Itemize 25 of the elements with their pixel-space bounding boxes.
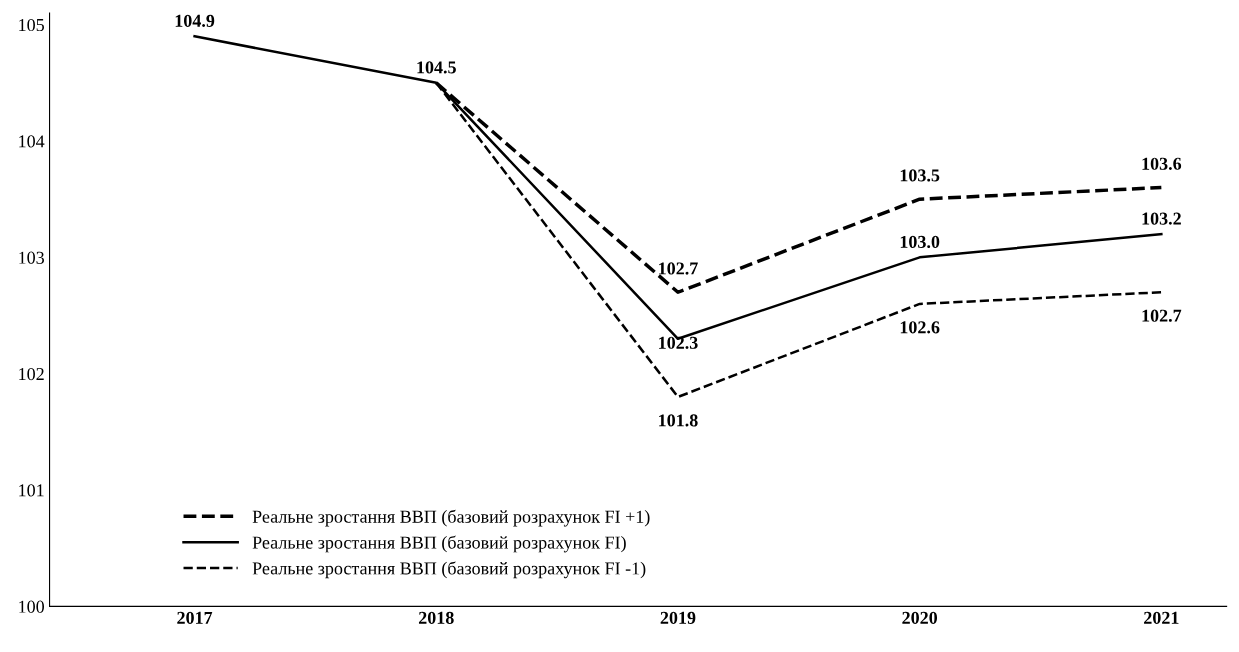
y-tick-label: 101 (19, 484, 44, 497)
data-label: 102.6 (900, 321, 940, 334)
data-label: 104.9 (175, 14, 215, 28)
x-tick-label: 2018 (418, 611, 454, 624)
legend-label: Реальне зростання ВВП (базовий розрахунок FI -1) (252, 561, 646, 579)
data-label: 102.7 (659, 262, 698, 275)
data-label: 103.2 (1142, 212, 1181, 225)
legend-label: Реальне зростання ВВП (базовий розрахунок FI +1) (252, 509, 650, 527)
data-label: 103.6 (1142, 157, 1182, 170)
y-tick-label: 102 (19, 367, 44, 381)
data-label: 101.8 (659, 414, 698, 427)
data-label: 103.5 (900, 169, 940, 182)
y-tick-label: 104 (19, 135, 45, 148)
data-label: 102.7 (1142, 309, 1182, 322)
data-label: 102.3 (659, 336, 698, 349)
y-tick-label: 103 (19, 251, 44, 264)
x-tick-label: 2021 (1144, 611, 1179, 624)
x-tick-label: 2020 (902, 611, 938, 624)
y-tick-label: 105 (19, 18, 44, 32)
legend-label: Реальне зростання ВВП (базовий розрахунок FI) (252, 535, 626, 553)
data-label: 103.0 (900, 235, 940, 249)
y-tick-label: 100 (19, 600, 45, 613)
x-tick-label: 2019 (660, 611, 696, 624)
data-label: 104.5 (417, 61, 456, 74)
x-tick-label: 2017 (177, 611, 213, 624)
